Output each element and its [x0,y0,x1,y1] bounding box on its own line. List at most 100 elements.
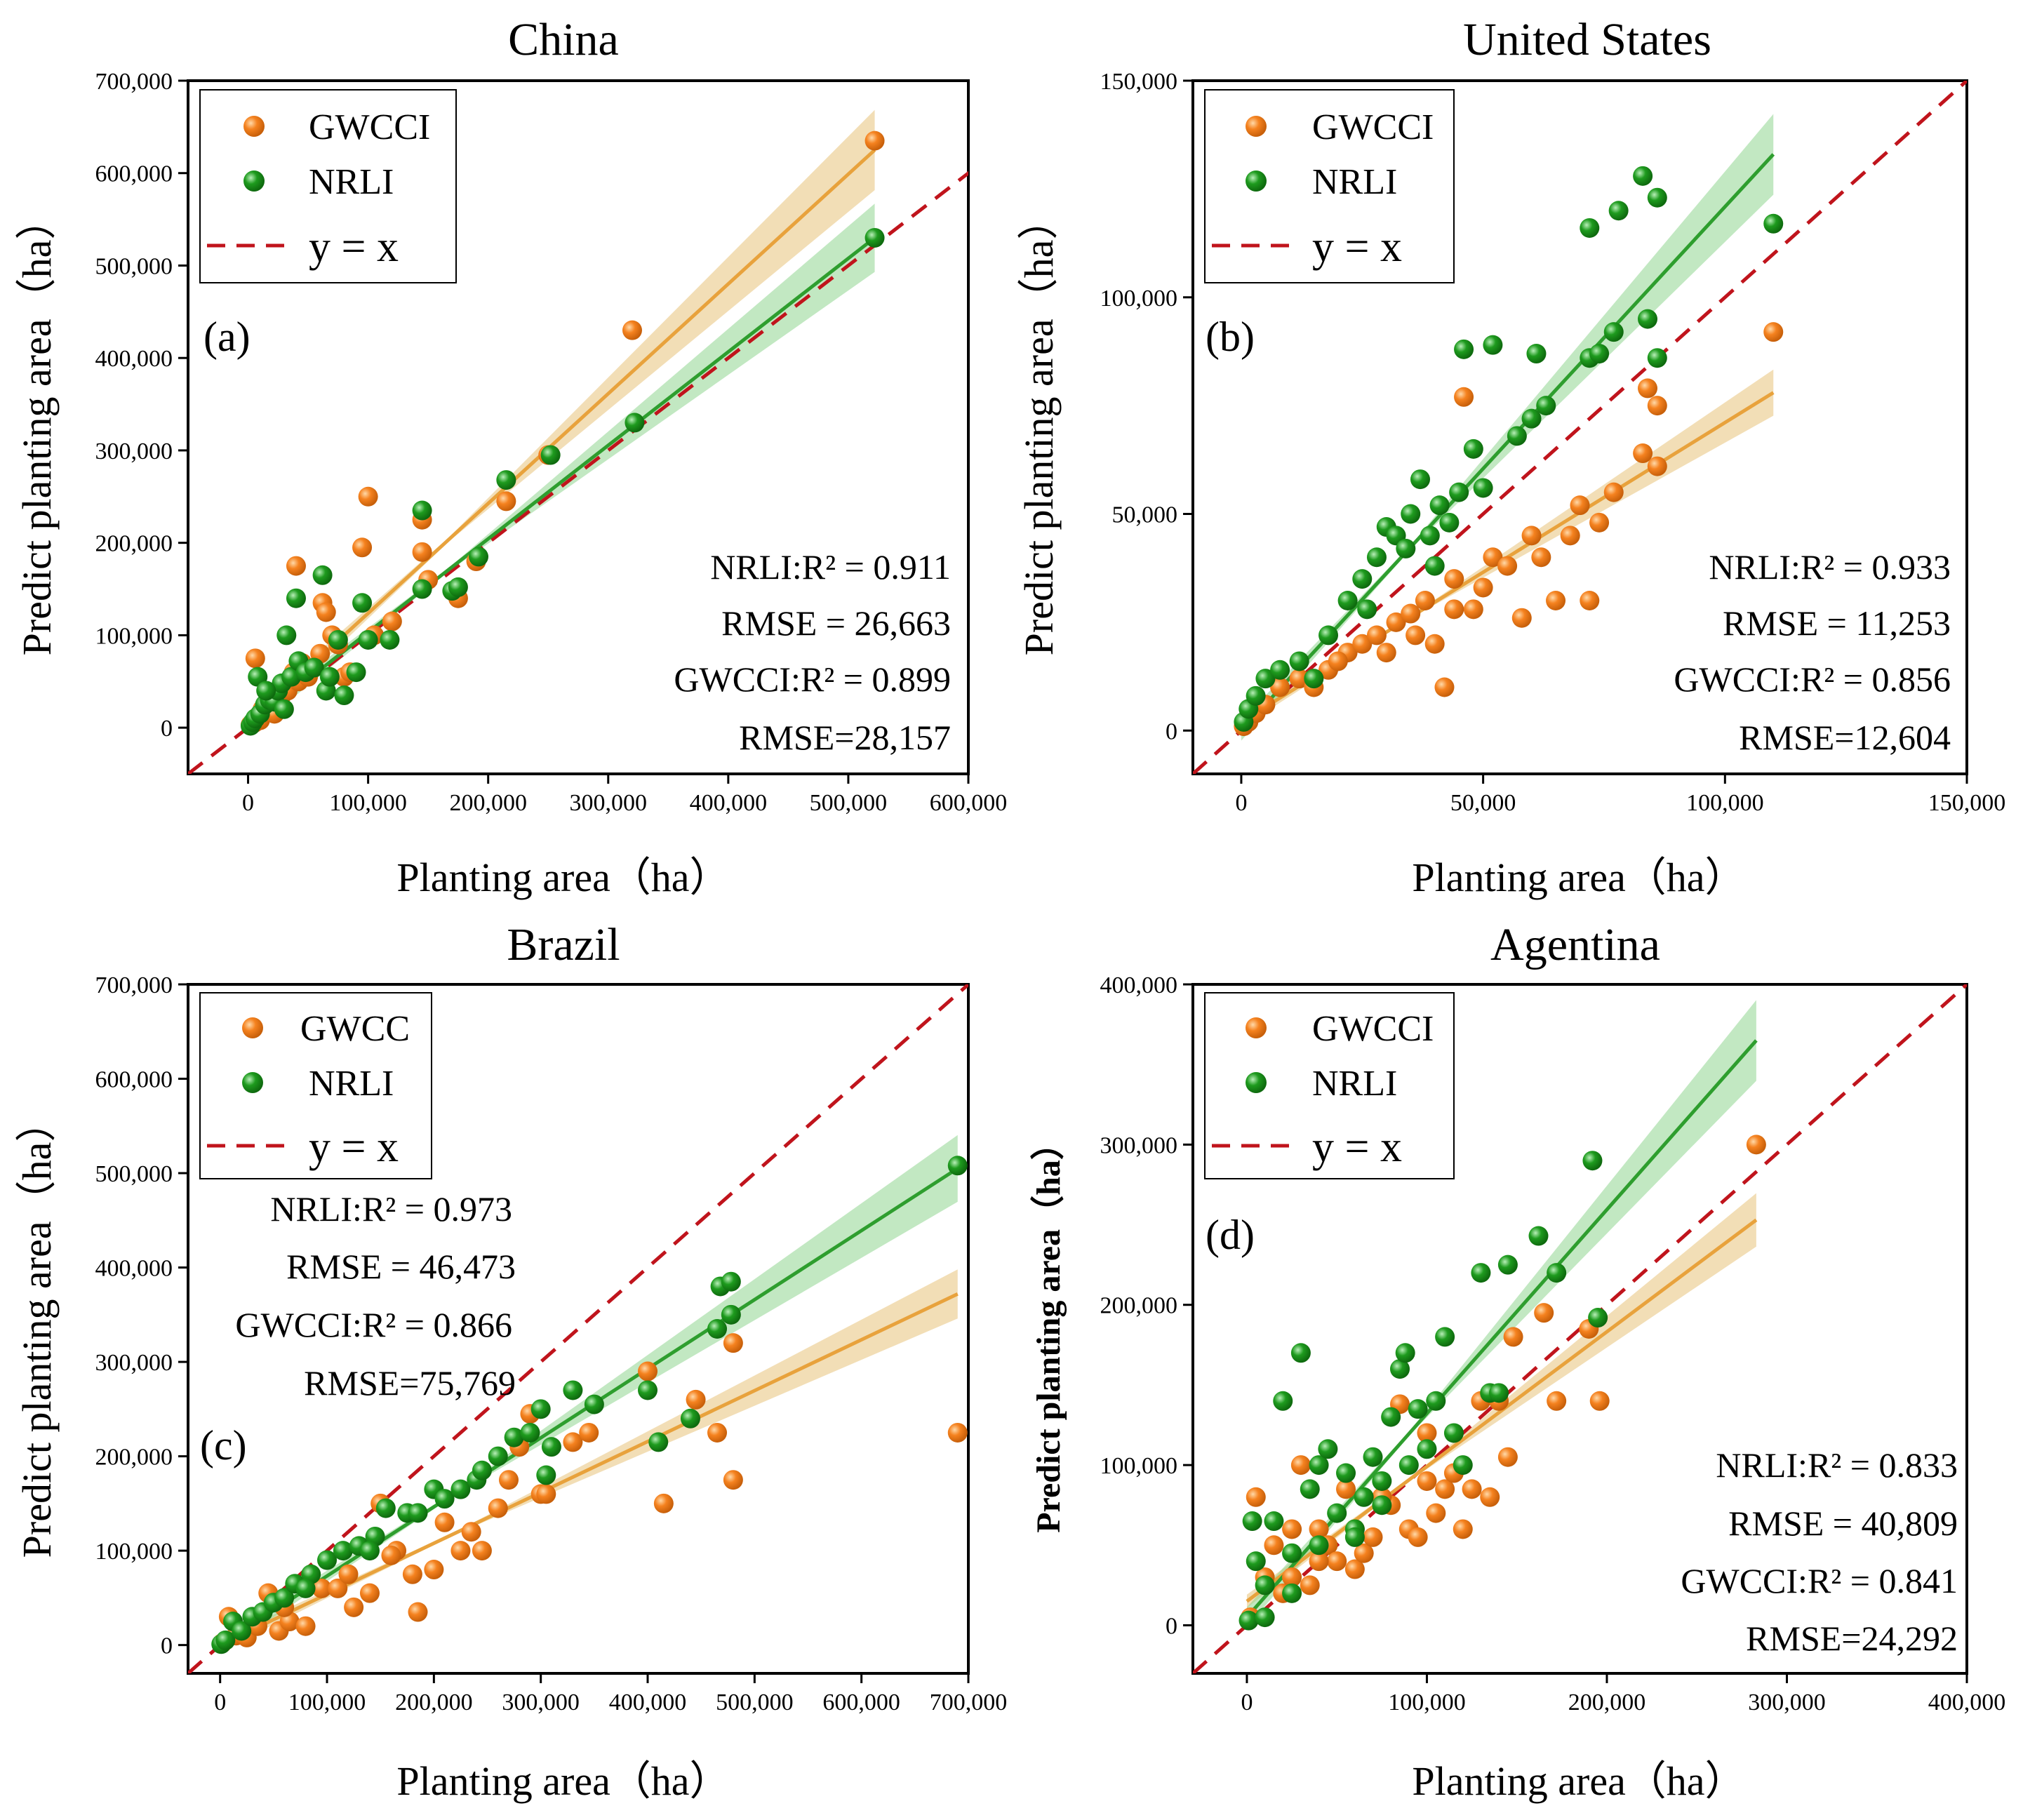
gwcci-point [947,1422,968,1443]
scatter-points [211,1156,968,1654]
y-tick-label: 400,000 [95,1256,173,1282]
plot-frame [1191,79,1968,775]
gwcci-point [1336,1479,1356,1499]
nrli-point [448,577,468,597]
legend-nrli-label: NRLI [1312,1064,1397,1104]
nrli-point [1238,1610,1259,1631]
gwcci-point [1497,556,1518,576]
gwcci-point [1497,1447,1518,1467]
x-tick-label: 300,000 [1748,1689,1826,1715]
nrli-point [352,593,373,613]
gwcci-point [1309,1519,1329,1539]
gwcci-point [1376,643,1396,663]
x-tick-label: 200,000 [449,790,527,816]
nrli-point [638,1380,658,1400]
gwcci-point [1463,599,1483,620]
nrli-point [1633,166,1653,186]
x-tick-label: 100,000 [1686,790,1764,816]
legend-nrli-marker [243,170,265,192]
nrli-point [469,547,489,567]
x-tick-label: 100,000 [1388,1689,1466,1715]
nrli-point [304,657,324,678]
gwcci-point [1246,1487,1266,1507]
x-tick-label: 400,000 [690,790,768,816]
y-axis: 0 100,000 200,000 300,000 400,000 [1100,972,1193,1639]
nrli-point [1270,660,1290,680]
y-tick-label: 700,000 [95,69,173,95]
x-tick-label: 200,000 [1568,1689,1646,1715]
nrli-point [1417,1439,1437,1459]
nrli-point [1401,504,1421,524]
nrli-point [1242,1511,1262,1532]
gwcci-point [1589,512,1610,533]
gwcci-point [352,537,373,558]
nrli-point [274,1588,295,1608]
gwcci-point [1401,603,1421,624]
x-tick-label: 400,000 [609,1689,687,1715]
legend-gwcci-label: GWCCI [309,107,430,147]
gwcci-point [638,1361,658,1381]
gwcci-point [424,1560,444,1580]
legend-yx-label: y = x [1312,223,1402,271]
stat-gwcci-rmse: RMSE=75,769 [304,1363,516,1403]
y-tick-label: 600,000 [95,1067,173,1093]
chart-title: Agentina [1490,919,1660,970]
nrli-point [333,1541,353,1561]
gwcci-point [498,1470,519,1490]
stat-nrli-r2: NRLI:R² = 0.911 [710,547,951,587]
nrli-point [1603,322,1624,342]
nrli-point [1300,1479,1320,1499]
nrli-point [1453,1455,1473,1476]
gwcci-point [1547,1391,1567,1411]
y-tick-label: 100,000 [1100,286,1178,312]
x-tick-label: 150,000 [1928,790,2006,816]
nrli-point [1264,1511,1284,1532]
legend-box [1204,89,1455,283]
gwcci-point [1444,569,1464,589]
x-axis-label: Planting area（ha） [1412,1758,1745,1804]
gwcci-point [1534,1303,1554,1323]
gwcci-point [864,131,885,151]
gwcci-point [579,1422,599,1443]
gwcci-point [1570,495,1590,516]
gwcci-point [358,486,378,507]
nrli-point [319,667,340,687]
nrli-point [625,413,645,433]
nrli-point [1352,569,1373,589]
gwcci-point [1647,456,1667,476]
legend: GWCCI NRLI y = x [199,89,457,283]
legend-box [199,992,432,1179]
nrli-point [496,470,516,490]
gwcci-point [536,1484,556,1504]
y-tick-label: 50,000 [1112,502,1178,528]
nrli-point [1454,339,1474,359]
gwcci-point [344,1597,364,1617]
nrli-point [1354,1487,1374,1507]
gwcci-point [1473,577,1493,598]
nrli-point [1536,396,1556,416]
nrli-point [520,1422,540,1443]
gwcci-point [312,1578,332,1598]
x-tick-label: 100,000 [329,790,407,816]
gwcci-point [1454,387,1474,407]
gwcci-point [1386,612,1406,632]
nrli-point [707,1319,728,1339]
gwcci-point [488,1498,508,1518]
plot-frame [187,983,970,1675]
gwcci-point [1282,1519,1302,1539]
y-tick-label: 700,000 [95,972,173,998]
gwcci-point [1344,1559,1365,1579]
nrli-point [380,629,400,650]
nrli-point [412,579,432,599]
legend-nrli-marker [242,1072,263,1093]
y-tick-label: 500,000 [95,1161,173,1187]
gwcci-point [1327,1551,1347,1572]
nrli-point [232,1621,252,1641]
gwcci-point [1560,526,1580,546]
nrli-point [472,1460,492,1480]
nrli-point [1588,1308,1608,1328]
nrli-point [1395,1343,1415,1363]
x-tick-label: 500,000 [716,1689,794,1715]
stat-nrli-rmse: RMSE = 40,809 [1728,1504,1958,1543]
nrli-point [680,1408,700,1428]
